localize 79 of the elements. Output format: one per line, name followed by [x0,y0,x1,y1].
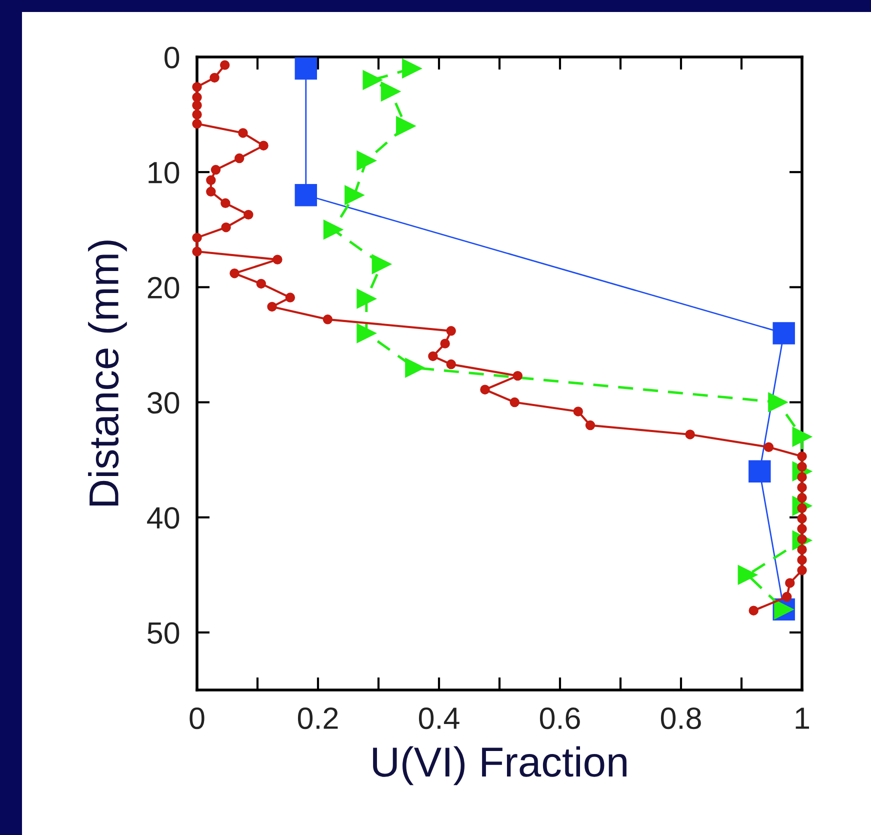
y-tick-label: 50 [148,622,180,644]
point [192,82,202,92]
x-tick-label: 0.4 [418,707,460,730]
x-tick-label: 0.6 [540,707,580,730]
point [402,58,422,78]
point [797,492,807,503]
point [267,302,277,312]
point [238,128,248,138]
point [322,314,333,324]
point [510,397,520,408]
x-axis-title: U(VI) Fraction [373,746,626,786]
y-tick-label: 40 [147,507,180,529]
point [446,326,456,336]
point [210,72,220,83]
point [192,100,202,110]
point [294,57,318,80]
point [285,292,296,302]
point [396,116,416,136]
point [782,592,792,602]
point [206,186,216,197]
point [797,482,807,492]
point [797,524,807,534]
point [192,118,202,129]
point [792,427,812,447]
point [797,565,807,576]
x-tick-label: 1 [796,708,810,729]
point [797,555,807,565]
point [797,472,807,482]
point [230,268,240,278]
y-tick-label: 20 [148,276,180,299]
point [234,153,244,164]
point [272,254,282,264]
point [356,288,376,308]
point [797,544,807,554]
point [192,92,202,102]
point [446,359,456,370]
point [785,578,795,588]
point [210,164,221,175]
point [480,384,490,394]
point [356,323,376,343]
point [221,222,231,232]
point [748,606,758,616]
point [380,82,400,102]
point [405,358,425,378]
point [440,338,450,348]
y-tick-label: 10 [148,162,180,184]
point [685,430,695,440]
point [764,442,774,452]
point [344,185,364,205]
point [738,565,758,585]
point [294,184,318,206]
point [772,322,795,344]
point [797,514,807,524]
point [192,246,202,256]
point [206,175,216,186]
point [244,210,254,220]
point [512,370,523,381]
point [323,220,343,240]
point [256,278,266,289]
x-tick-label: 0.8 [660,707,701,730]
point [356,150,376,170]
x-tick-label: 0.2 [298,707,338,730]
point [258,140,268,150]
point [428,351,438,362]
point [585,420,596,430]
point [797,452,807,462]
point [220,198,230,208]
y-tick-label: 0 [164,46,180,68]
point [573,406,584,416]
point [372,254,392,274]
point [192,110,202,120]
y-axis-title: Distance (mm) [88,240,127,506]
point [192,232,202,243]
point [748,460,771,482]
point [768,392,788,412]
point [220,60,230,70]
point [362,70,382,90]
y-tick-label: 30 [148,392,180,414]
x-tick-label: 0 [190,707,204,730]
